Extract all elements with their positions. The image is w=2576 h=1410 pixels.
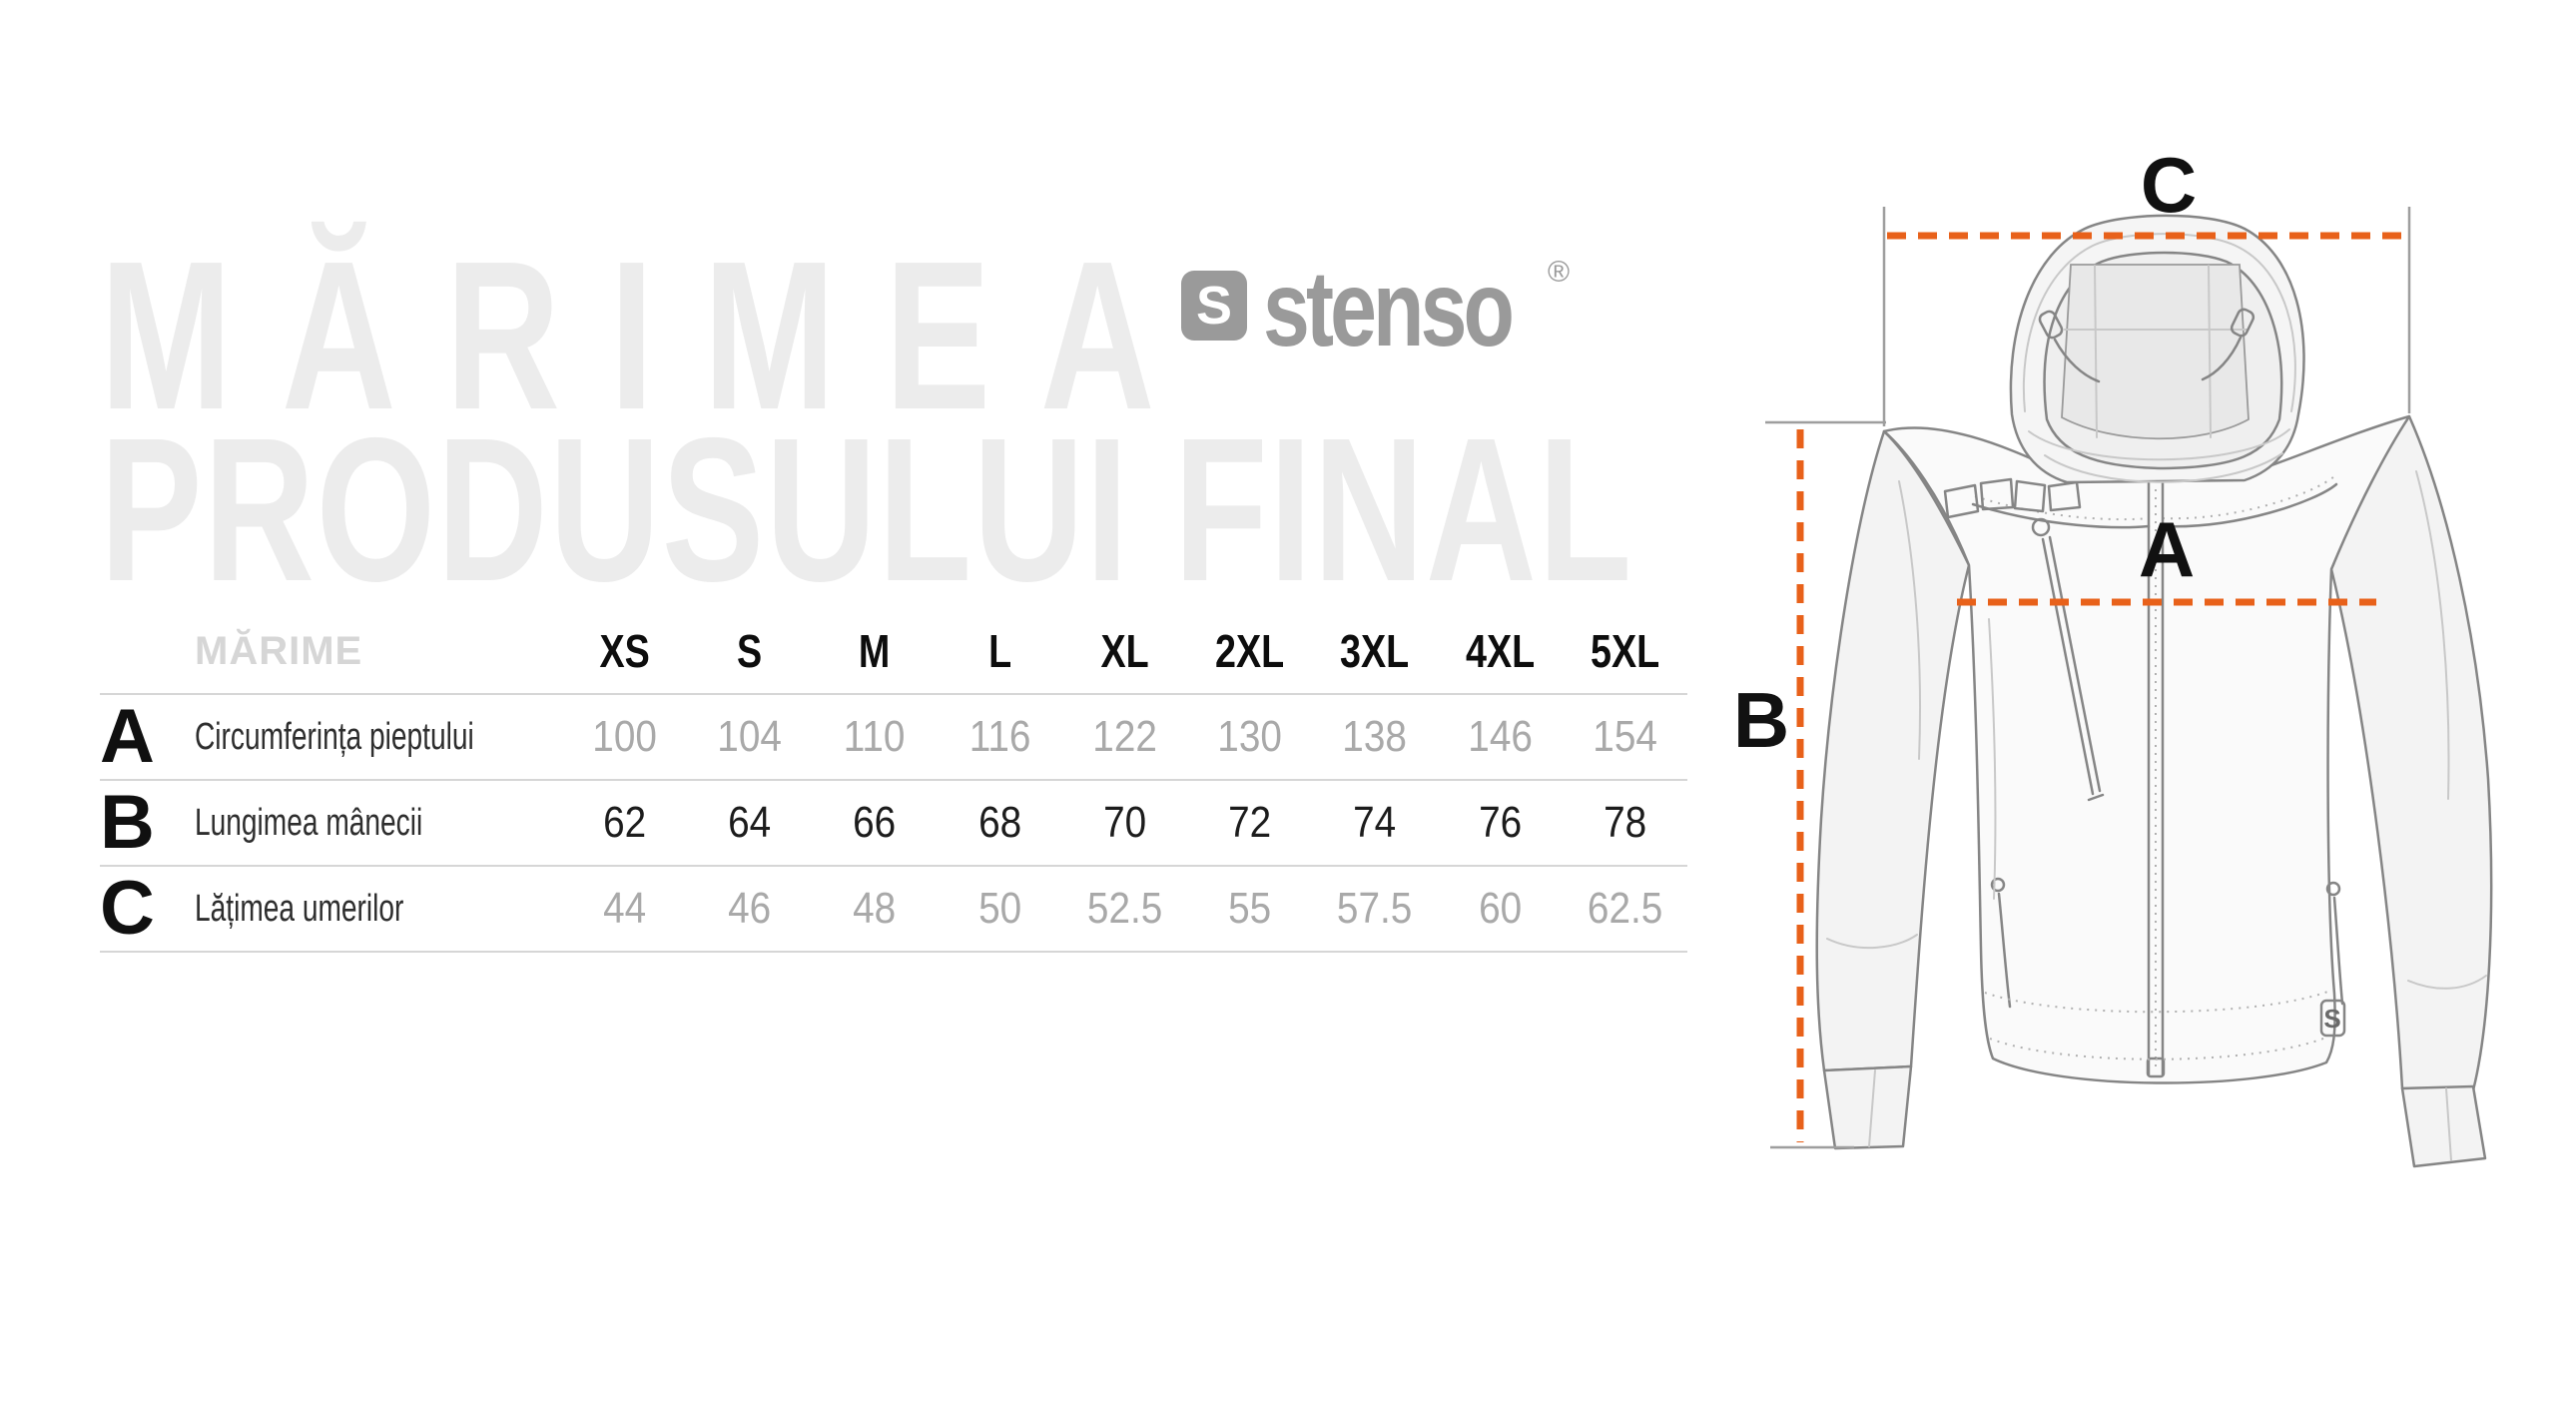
cell-value: 66 <box>853 798 897 847</box>
size-header-xl: XL <box>1100 625 1149 677</box>
brand-icon-letter: S <box>1195 276 1233 336</box>
measure-label-c: C <box>2141 141 2197 229</box>
size-header-4xl: 4XL <box>1465 625 1535 677</box>
cell-value: 100 <box>592 712 657 761</box>
cell-value: 72 <box>1228 798 1272 847</box>
chest-zipper <box>2031 517 2105 802</box>
brand-logo: S stenso <box>1181 248 1581 368</box>
measure-label-a: A <box>2139 505 2195 593</box>
size-header-l: L <box>987 625 1011 677</box>
right-sleeve-crease <box>2415 470 2450 800</box>
hem-band: S <box>1984 990 2346 1060</box>
row-letter: A <box>100 694 155 779</box>
hood-drawstring-toggles <box>2038 308 2255 383</box>
cell-value: 44 <box>603 884 647 933</box>
cell-value: 130 <box>1217 712 1283 761</box>
hand-pocket-zippers <box>1990 877 2344 1009</box>
hood-panel-seam-right <box>2208 265 2212 438</box>
yoke-seam-left <box>1971 502 2151 529</box>
left-sleeve-crease <box>1898 480 1922 760</box>
collar-gather-line1 <box>2028 428 2290 461</box>
cell-value: 55 <box>1228 884 1272 933</box>
cell-value: 104 <box>717 712 783 761</box>
size-header-3xl: 3XL <box>1340 625 1410 677</box>
watermark-line1: MĂRIMEA <box>100 217 1205 453</box>
row-label: Lățimea umerilor <box>195 887 404 930</box>
left-elbow-seam <box>1826 934 1918 950</box>
hood-inner-panel <box>2061 264 2250 440</box>
cell-value: 64 <box>728 798 772 847</box>
brand-s-icon: S <box>1181 271 1247 341</box>
jacket-left-sleeve <box>1815 429 1971 1072</box>
jacket-measurement-diagram: S C A B <box>1737 141 2493 1168</box>
table-row-a: A Circumferința pieptului 100 104 110 11… <box>100 693 1687 779</box>
cell-value: 138 <box>1342 712 1408 761</box>
row-label: Lungimea mânecii <box>195 801 423 844</box>
size-col-header: MĂRIME <box>195 628 363 673</box>
body-crease <box>1988 618 1997 900</box>
cell-value: 78 <box>1603 798 1646 847</box>
cell-value: 110 <box>844 712 906 761</box>
cell-value: 154 <box>1593 712 1657 761</box>
cell-value: 70 <box>1102 798 1147 847</box>
table-row-b: B Lungimea mânecii 62 64 66 68 70 72 74 … <box>100 779 1687 865</box>
cell-value: 68 <box>977 798 1021 847</box>
right-elbow-seam <box>2407 975 2487 990</box>
size-header-s: S <box>737 625 763 677</box>
measure-label-b: B <box>1737 676 1789 764</box>
hood-brim-line <box>2022 233 2296 412</box>
cell-value: 146 <box>1467 712 1533 761</box>
left-cuff-crease <box>1868 1069 1876 1147</box>
cell-value: 50 <box>977 884 1021 933</box>
cell-value: 62 <box>603 798 647 847</box>
yoke-stitch-left <box>1974 495 2150 521</box>
hem-logo-patch: S <box>2323 1004 2340 1034</box>
right-cuff-crease <box>2445 1087 2452 1161</box>
cell-value: 60 <box>1478 884 1522 933</box>
cell-value: 62.5 <box>1587 884 1663 933</box>
size-table-header-row: MĂRIME XS S M L XL 2XL 3XL 4XL 5XL <box>100 609 1687 693</box>
row-letter: B <box>100 780 155 865</box>
size-header-xs: XS <box>599 625 650 677</box>
registered-trademark-symbol: ® <box>1548 256 1571 289</box>
cell-value: 48 <box>853 884 897 933</box>
jacket-right-cuff <box>2400 1084 2487 1168</box>
size-table: MĂRIME XS S M L XL 2XL 3XL 4XL 5XL A Cir… <box>100 609 1687 953</box>
chest-logo-blocks <box>1943 477 2082 519</box>
brand-name: stenso <box>1263 248 1515 368</box>
cell-value: 116 <box>968 712 1031 761</box>
cell-value: 57.5 <box>1337 884 1413 933</box>
cell-value: 46 <box>728 884 772 933</box>
cell-value: 122 <box>1092 712 1157 761</box>
cell-value: 52.5 <box>1086 884 1163 933</box>
watermark: MĂRIMEA PRODUSULUI FINAL <box>100 217 1633 624</box>
jacket-left-cuff <box>1822 1064 1913 1150</box>
row-label: Circumferința pieptului <box>195 715 474 758</box>
row-letter: C <box>100 866 155 951</box>
size-header-m: M <box>859 625 891 677</box>
collar-gather-line2 <box>2044 452 2283 483</box>
cell-value: 76 <box>1478 798 1522 847</box>
size-header-5xl: 5XL <box>1590 625 1659 677</box>
watermark-line2: PRODUSULUI FINAL <box>100 395 1633 624</box>
cell-value: 74 <box>1353 798 1397 847</box>
size-header-2xl: 2XL <box>1215 625 1285 677</box>
table-row-c: C Lățimea umerilor 44 46 48 50 52.5 55 5… <box>100 865 1687 953</box>
yoke-seam-right <box>2161 482 2338 528</box>
hood-panel-seam-left <box>2094 265 2098 438</box>
